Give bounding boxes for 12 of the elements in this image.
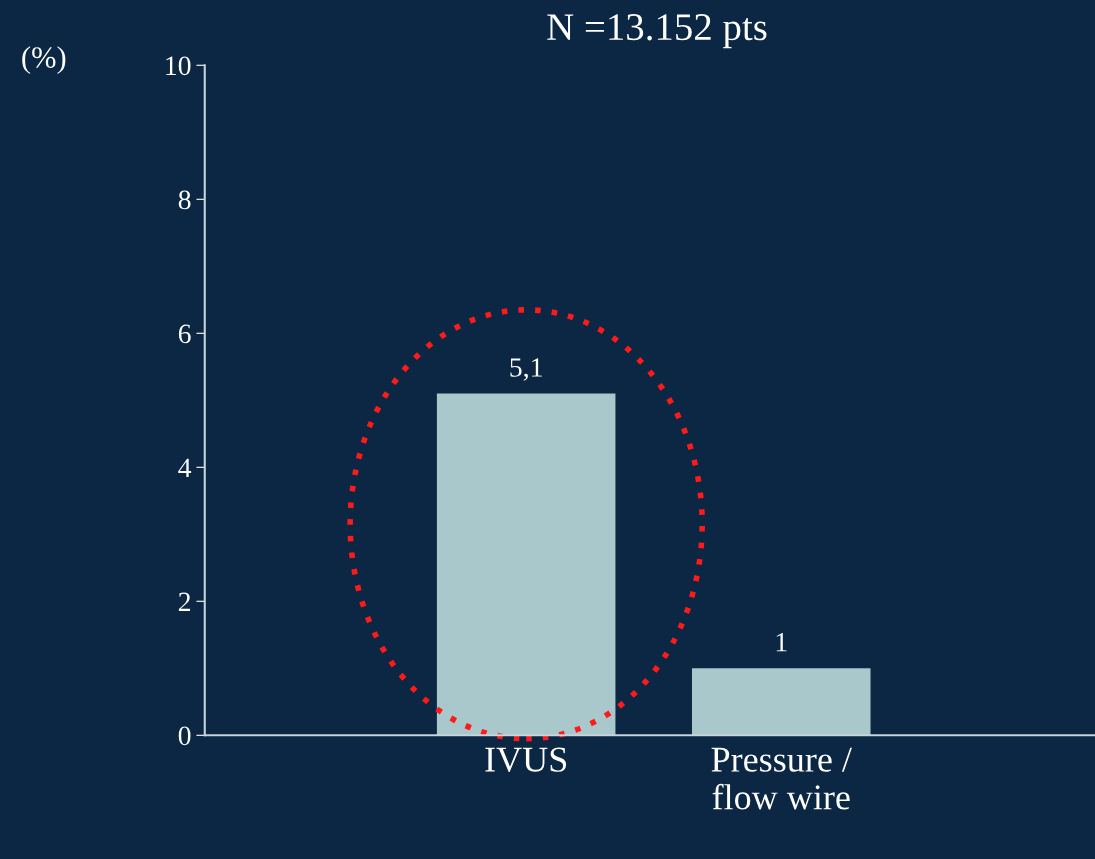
y-tick-label: 4 xyxy=(178,458,192,477)
data-label: 1 xyxy=(776,632,787,652)
x-tick-label: Pressure / flow wire xyxy=(711,747,852,810)
y-tick-label: 0 xyxy=(178,726,191,746)
y-tick-label: 6 xyxy=(178,324,191,344)
y-tick-label: 8 xyxy=(178,190,191,210)
y-tick-label: 10 xyxy=(166,56,191,76)
chart-title: N =13.152 pts xyxy=(547,14,767,49)
y-tick-label: 2 xyxy=(178,592,191,611)
y-axis-title: (%) xyxy=(22,46,66,74)
x-tick-label: IVUS xyxy=(485,747,567,773)
data-label: 5,1 xyxy=(510,358,542,381)
